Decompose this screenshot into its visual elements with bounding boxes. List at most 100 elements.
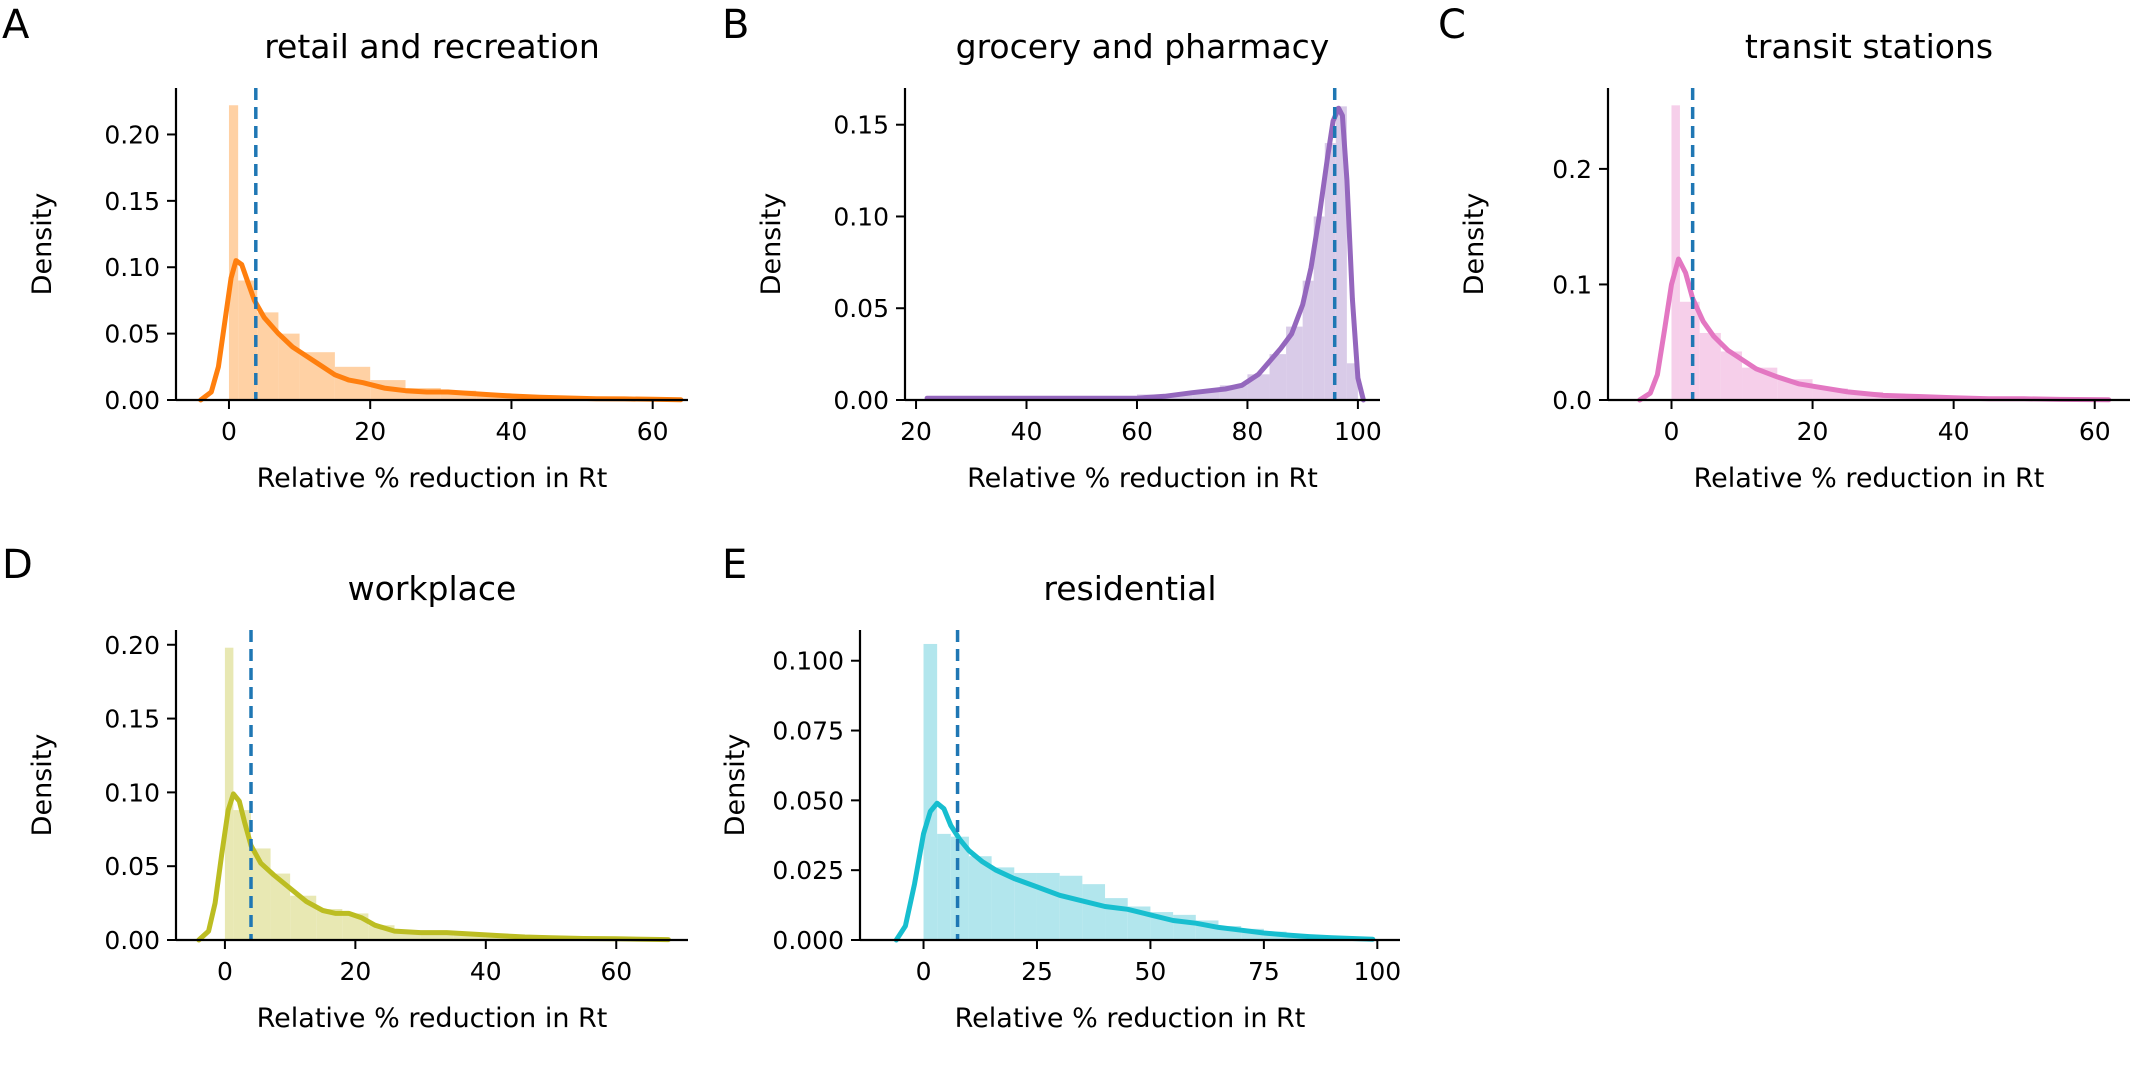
histogram-bar bbox=[299, 352, 335, 400]
panel-a: 0 20 40 60 0.00 0.05 0.10 0.15 0.20 retail and re… bbox=[2, 2, 688, 494]
histogram-bar bbox=[1679, 301, 1700, 400]
histogram-bar bbox=[238, 280, 258, 400]
histogram-bar bbox=[1014, 872, 1037, 940]
y-tick-label: 0.15 bbox=[104, 187, 160, 216]
histogram-bar bbox=[1699, 332, 1721, 400]
y-tick-label: 0.025 bbox=[772, 856, 844, 885]
y-tick-label: 0.00 bbox=[104, 386, 160, 415]
y-tick-label: 0.10 bbox=[104, 778, 160, 807]
panel-letter: A bbox=[2, 2, 30, 48]
histogram-bar bbox=[228, 105, 239, 400]
x-tick-label: 80 bbox=[1232, 417, 1264, 446]
histogram-bar bbox=[1720, 351, 1743, 400]
y-tick-label: 0.10 bbox=[833, 202, 889, 231]
histogram-bar bbox=[440, 390, 477, 400]
y-tick-label: 0.075 bbox=[772, 717, 844, 746]
x-axis-label: Relative % reduction in Rt bbox=[1694, 463, 2045, 494]
y-tick-label: 0.050 bbox=[772, 786, 844, 815]
chart-title: residential bbox=[1043, 569, 1216, 608]
x-tick-label: 0 bbox=[221, 417, 237, 446]
y-tick-label: 0.15 bbox=[833, 111, 889, 140]
x-tick-label: 0 bbox=[217, 957, 233, 986]
kde-curve bbox=[1637, 256, 2112, 403]
histogram-bar bbox=[1812, 388, 1848, 400]
kde-curve bbox=[893, 800, 1376, 943]
panel-letter: B bbox=[722, 2, 749, 48]
histogram-bar bbox=[1241, 928, 1264, 940]
y-tick-label: 0.00 bbox=[833, 386, 889, 415]
histogram-bar bbox=[1269, 354, 1287, 400]
histogram-bar bbox=[1105, 898, 1128, 940]
histogram-bar bbox=[1324, 143, 1336, 400]
y-tick-label: 0.20 bbox=[104, 631, 160, 660]
x-axis-label: Relative % reduction in Rt bbox=[257, 463, 608, 494]
histogram-bar bbox=[1346, 363, 1358, 400]
kde-curve bbox=[924, 105, 1366, 403]
y-tick-label: 0.00 bbox=[104, 926, 160, 955]
histogram-bar bbox=[257, 312, 279, 400]
x-axis-label: Relative % reduction in Rt bbox=[967, 463, 1318, 494]
panel-c: 0 20 40 60 0.0 0.1 0.2 transit stations Relative… bbox=[1438, 2, 2130, 494]
y-tick-label: 0.05 bbox=[104, 320, 160, 349]
histogram-bar bbox=[968, 856, 992, 940]
histogram-bar bbox=[1313, 216, 1325, 400]
x-axis-label: Relative % reduction in Rt bbox=[257, 1003, 608, 1034]
y-tick-label: 0.000 bbox=[772, 926, 844, 955]
x-tick-label: 50 bbox=[1135, 957, 1167, 986]
x-tick-label: 75 bbox=[1248, 957, 1280, 986]
histogram-bar bbox=[1082, 884, 1106, 940]
histogram-bar bbox=[937, 833, 951, 940]
histogram-bar bbox=[420, 932, 454, 940]
x-tick-label: 20 bbox=[1797, 417, 1829, 446]
y-tick-label: 0.10 bbox=[104, 253, 160, 282]
histogram-bar bbox=[270, 873, 291, 940]
x-tick-label: 40 bbox=[496, 417, 528, 446]
y-axis-label: Density bbox=[720, 734, 751, 837]
panel-letter: D bbox=[2, 542, 33, 588]
kde-curve bbox=[198, 258, 684, 403]
histogram-bar bbox=[251, 848, 271, 940]
y-axis-label: Density bbox=[756, 193, 787, 296]
histogram-bar bbox=[1671, 105, 1680, 400]
histogram-bar bbox=[1335, 106, 1347, 401]
y-axis-label: Density bbox=[27, 193, 58, 296]
histogram-bar bbox=[224, 647, 234, 940]
y-tick-label: 0.100 bbox=[772, 647, 844, 676]
x-tick-label: 60 bbox=[1121, 417, 1153, 446]
y-tick-label: 0.1 bbox=[1552, 270, 1592, 299]
histogram-bar bbox=[1192, 390, 1220, 400]
chart-title: workplace bbox=[348, 569, 517, 608]
histogram-bar bbox=[1286, 326, 1303, 400]
histogram-bar bbox=[923, 643, 938, 940]
kde-curve bbox=[196, 791, 671, 943]
chart-title: grocery and pharmacy bbox=[956, 27, 1330, 66]
histogram-bar bbox=[1302, 280, 1314, 400]
y-axis-label: Density bbox=[1459, 193, 1490, 296]
y-tick-label: 0.15 bbox=[104, 705, 160, 734]
panel-b: 20 40 60 80 100 0.00 0.05 0.10 0.15 grocery and p… bbox=[722, 2, 1382, 494]
histogram-bar bbox=[1036, 872, 1060, 940]
panel-e: 0 25 50 75 100 0.000 0.025 0.050 0.075 0.100 resid… bbox=[720, 542, 1401, 1034]
x-axis-label: Relative % reduction in Rt bbox=[955, 1003, 1306, 1034]
x-tick-label: 0 bbox=[1664, 417, 1680, 446]
x-tick-label: 100 bbox=[1353, 957, 1401, 986]
x-tick-label: 40 bbox=[1938, 417, 1970, 446]
x-tick-label: 60 bbox=[637, 417, 669, 446]
histogram-bar bbox=[991, 867, 1015, 940]
chart-title: transit stations bbox=[1745, 27, 1993, 66]
histogram-bar bbox=[453, 934, 486, 940]
x-tick-label: 40 bbox=[1011, 417, 1043, 446]
x-tick-label: 20 bbox=[354, 417, 386, 446]
y-tick-label: 0.2 bbox=[1552, 155, 1592, 184]
x-tick-label: 60 bbox=[2079, 417, 2111, 446]
panel-letter: E bbox=[722, 542, 747, 588]
x-tick-label: 25 bbox=[1021, 957, 1053, 986]
x-tick-label: 100 bbox=[1334, 417, 1382, 446]
histogram-bar bbox=[950, 836, 969, 940]
x-tick-label: 0 bbox=[916, 957, 932, 986]
y-axis-label: Density bbox=[27, 734, 58, 837]
y-tick-label: 0.0 bbox=[1552, 386, 1592, 415]
x-tick-label: 60 bbox=[600, 957, 632, 986]
chart-title: retail and recreation bbox=[264, 27, 600, 66]
